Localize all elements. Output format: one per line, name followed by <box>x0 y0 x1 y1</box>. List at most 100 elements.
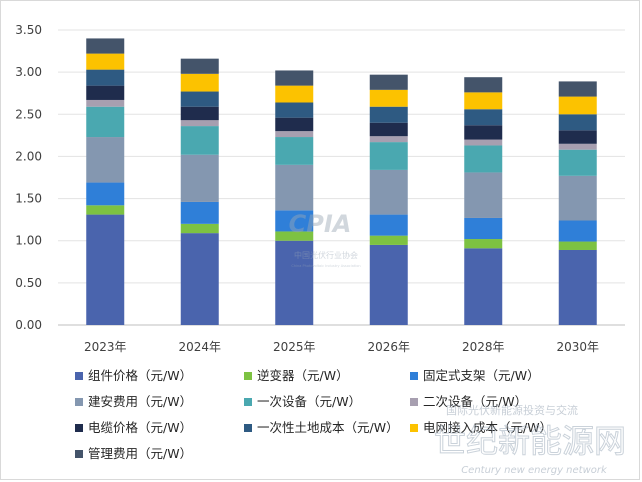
bar-segment <box>86 99 125 107</box>
legend-label: 一次性土地成本（元/W） <box>257 420 399 435</box>
x-tick-label: 2026年 <box>367 340 410 354</box>
cpia-org-cn: 中国光伏行业协会 <box>294 250 358 260</box>
bar-segment <box>180 120 219 127</box>
bar-segment <box>369 122 408 137</box>
bar-segment <box>180 223 219 234</box>
x-tick-label: 2030年 <box>556 340 599 354</box>
legend-swatch <box>75 398 83 406</box>
bar-segment <box>275 240 314 325</box>
bar-segment <box>180 154 219 202</box>
cpia-watermark: CPIA 中国光伏行业协会 China Photovoltaic Industr… <box>289 210 361 268</box>
y-tick-label: 1.50 <box>15 192 42 206</box>
cpia-logo-text: CPIA <box>289 210 352 238</box>
legend-swatch <box>75 372 83 380</box>
bar-segment <box>86 69 125 86</box>
bar-segment <box>369 235 408 245</box>
bar-segment <box>464 77 503 93</box>
y-tick-label: 3.00 <box>15 65 42 79</box>
legend-label: 逆变器（元/W） <box>257 368 349 383</box>
legend-label: 一次设备（元/W） <box>257 394 361 409</box>
bar-segment <box>464 139 503 146</box>
legend-swatch <box>410 398 418 406</box>
x-tick-label: 2024年 <box>178 340 221 354</box>
legend-swatch <box>410 372 418 380</box>
bar-segment <box>558 220 597 242</box>
bar-segment <box>369 214 408 236</box>
bar-segment <box>464 92 503 110</box>
bar-segment <box>86 53 125 70</box>
legend-label: 电网接入成本（元/W） <box>423 420 552 435</box>
bar-segment <box>369 74 408 90</box>
legend-swatch <box>75 450 83 458</box>
brand-center-cn: 国际光伏新能源投资与交流 <box>446 403 578 417</box>
bar-segment <box>86 85 125 100</box>
x-tick-label: 2025年 <box>273 340 316 354</box>
bar-segment <box>558 81 597 97</box>
bar-segment <box>558 130 597 144</box>
bar-segment <box>86 38 125 54</box>
bar-segment <box>558 175 597 221</box>
bar-segment <box>180 201 219 224</box>
brand-cn: 世纪新能源网 <box>434 422 626 460</box>
bar-segment <box>558 249 597 325</box>
legend-label: 建安费用（元/W） <box>88 394 192 409</box>
x-axis-ticks: 2023年 2024年 2025年 2026年 2028年 2030年 <box>84 340 599 354</box>
bar-segment <box>369 244 408 325</box>
legend: 组件价格（元/W） 逆变器（元/W） 固定式支架（元/W） 建安费用（元/W） 一次设备… <box>75 368 552 461</box>
bar-segment <box>369 106 408 123</box>
legend-swatch <box>410 424 418 432</box>
y-tick-label: 2.00 <box>15 149 42 163</box>
bar-segment <box>558 241 597 250</box>
legend-label: 管理费用（元/W） <box>88 446 192 461</box>
y-tick-label: 3.50 <box>15 23 42 37</box>
bar-segment <box>86 205 125 215</box>
legend-swatch <box>244 372 252 380</box>
legend-swatch <box>75 424 83 432</box>
bar-segment <box>180 91 219 107</box>
legend-label: 二次设备（元/W） <box>423 394 527 409</box>
x-tick-label: 2023年 <box>84 340 127 354</box>
gridlines <box>58 29 625 326</box>
y-tick-label: 2.50 <box>15 107 42 121</box>
y-tick-label: 1.00 <box>15 234 42 248</box>
y-tick-label: 0.00 <box>15 318 42 332</box>
legend-label: 电缆价格（元/W） <box>88 420 192 435</box>
bar-segment <box>464 217 503 240</box>
bar-segment <box>369 169 408 215</box>
bar-segment <box>558 149 597 176</box>
bar-segment <box>275 70 314 86</box>
bar-segment <box>369 136 408 143</box>
y-tick-label: 0.50 <box>15 276 42 290</box>
bar-segment <box>464 145 503 173</box>
bar-segment <box>369 89 408 107</box>
bar-segment <box>558 143 597 150</box>
legend-label: 固定式支架（元/W） <box>423 368 540 383</box>
bar-segment <box>180 106 219 121</box>
bar-segment <box>275 231 314 241</box>
legend-label: 组件价格（元/W） <box>88 368 192 383</box>
bar-segment <box>180 126 219 155</box>
bar-segment <box>558 114 597 131</box>
bar-segment <box>464 248 503 325</box>
bar-segment <box>275 210 314 232</box>
bar-segment <box>275 117 314 132</box>
bar-segment <box>86 106 125 138</box>
bar-segment <box>275 85 314 103</box>
x-tick-label: 2028年 <box>462 340 505 354</box>
brand-watermark: 国际光伏新能源投资与交流 世纪新能源网 Century new energy n… <box>433 403 626 476</box>
y-axis-ticks: 0.00 0.50 1.00 1.50 2.00 2.50 3.00 3.50 <box>15 23 42 332</box>
bar-segment <box>180 233 219 325</box>
bar-segment <box>86 214 125 325</box>
bar-segment <box>369 142 408 170</box>
bars <box>86 38 597 325</box>
bar-segment <box>180 73 219 92</box>
bar-segment <box>275 102 314 118</box>
bar-segment <box>464 125 503 140</box>
cpia-org-en: China Photovoltaic Industry Association <box>291 264 360 268</box>
bar-segment <box>275 137 314 165</box>
bar-segment <box>86 137 125 183</box>
bar-segment <box>275 131 314 138</box>
legend-swatch <box>244 424 252 432</box>
